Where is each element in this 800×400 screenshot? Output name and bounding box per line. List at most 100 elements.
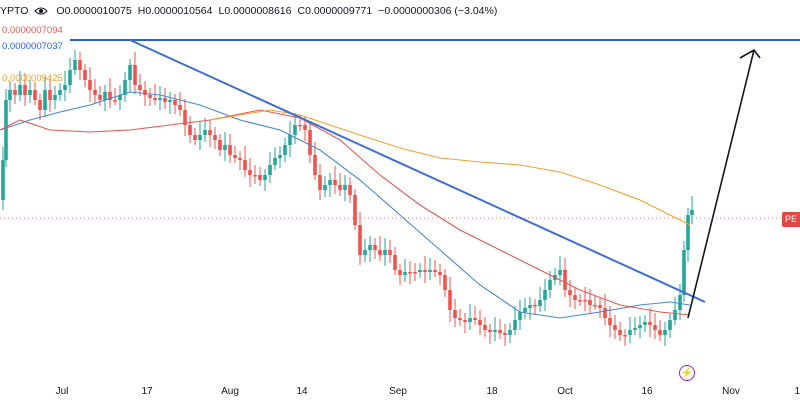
candle-body xyxy=(668,320,672,330)
candle-body xyxy=(18,85,22,95)
candle-body xyxy=(368,245,372,250)
candle-body xyxy=(493,330,497,332)
projection-arrow-shaft xyxy=(687,49,755,319)
candle-body xyxy=(328,180,332,185)
candle-body xyxy=(143,90,147,95)
candle-body xyxy=(598,305,602,308)
candle-body xyxy=(378,250,382,255)
candle-body xyxy=(538,300,542,306)
candle-body xyxy=(323,185,327,190)
candle-body xyxy=(623,335,627,337)
candle-body xyxy=(98,95,102,100)
candle-body xyxy=(123,80,127,95)
candle-body xyxy=(258,175,262,180)
candle-body xyxy=(613,325,617,330)
candle-body xyxy=(58,90,62,95)
candle-body xyxy=(53,95,57,100)
candle-body xyxy=(583,300,587,302)
candle-body xyxy=(178,105,182,110)
candle-body xyxy=(353,195,357,225)
candle-body xyxy=(588,300,592,305)
candle-body xyxy=(303,125,307,130)
candle-body xyxy=(673,310,677,320)
time-axis-label: Jul xyxy=(55,386,69,397)
ma-line-blue xyxy=(0,91,691,319)
symbol-name[interactable]: YPTO xyxy=(0,5,29,17)
candle-body xyxy=(513,320,517,330)
candle-body xyxy=(408,272,412,274)
candle-body xyxy=(428,270,432,272)
candle-body xyxy=(593,305,597,307)
time-axis-label: Nov xyxy=(722,386,740,397)
candle-body xyxy=(253,175,257,177)
time-axis-label: 13 xyxy=(794,386,800,397)
candle-body xyxy=(243,160,247,170)
candle-body xyxy=(268,165,272,175)
candle-body xyxy=(288,135,292,145)
candle-body xyxy=(8,90,12,100)
candle-body xyxy=(423,270,427,272)
candle-body xyxy=(263,175,267,180)
candle-body xyxy=(108,92,112,100)
candle-body xyxy=(658,330,662,335)
candle-body xyxy=(33,90,37,100)
candle-body xyxy=(228,145,232,155)
candle-body xyxy=(4,100,8,160)
candle-body xyxy=(103,92,107,100)
candle-body xyxy=(163,98,167,102)
candle-body xyxy=(203,130,207,135)
candle-body xyxy=(403,272,407,275)
time-axis-label: 14 xyxy=(296,386,308,397)
candle-body xyxy=(343,185,347,190)
candle-body xyxy=(488,330,492,332)
descending-trendline xyxy=(129,39,706,303)
candle-body xyxy=(468,318,472,322)
candle-body xyxy=(198,135,202,140)
candle-body xyxy=(313,155,317,175)
candle-body xyxy=(1,160,5,200)
candle-body xyxy=(158,98,162,100)
candle-body xyxy=(563,270,567,290)
projection-arrow-head xyxy=(739,48,761,59)
candle-body xyxy=(208,130,212,135)
ma-legend-red[interactable]: 0.0000007094 xyxy=(2,25,63,36)
candle-body xyxy=(138,85,142,90)
candle-body xyxy=(28,90,32,95)
ma-legend-blue[interactable]: 0.0000007037 xyxy=(2,41,63,52)
open-value: O0.0000010075 xyxy=(56,5,132,17)
candle-body xyxy=(283,145,287,155)
candle-body xyxy=(88,80,92,90)
candle-body xyxy=(293,125,297,135)
candle-body xyxy=(678,295,682,310)
candle-body xyxy=(93,90,97,95)
candle-body xyxy=(223,145,227,150)
event-icon[interactable]: ⚡ xyxy=(679,365,695,381)
ohlc-header: YPTO O0.0000010075 H0.0000010564 L0.0000… xyxy=(0,0,503,22)
candle-body xyxy=(653,325,657,330)
candle-body xyxy=(518,312,522,320)
candle-body xyxy=(558,270,562,275)
candle-body xyxy=(648,322,652,325)
candle-body xyxy=(618,330,622,335)
candle-body xyxy=(363,250,367,255)
candle-body xyxy=(453,310,457,318)
candle-body xyxy=(308,130,312,155)
candle-body xyxy=(373,245,377,250)
candle-body xyxy=(183,110,187,125)
candle-body xyxy=(128,65,132,80)
candle-body xyxy=(83,70,87,80)
candle-body xyxy=(118,95,122,100)
ma-legend-orange[interactable]: 0.0000009425 xyxy=(2,73,63,84)
candle-body xyxy=(318,175,322,190)
candle-body xyxy=(13,90,17,95)
candle-body xyxy=(473,318,477,320)
low-value: L0.0000008616 xyxy=(218,5,292,17)
candle-body xyxy=(113,100,117,102)
eye-icon[interactable] xyxy=(34,6,49,16)
candle-body xyxy=(503,333,507,335)
candle-body xyxy=(218,140,222,150)
candle-body xyxy=(233,155,237,158)
candle-body xyxy=(608,318,612,325)
